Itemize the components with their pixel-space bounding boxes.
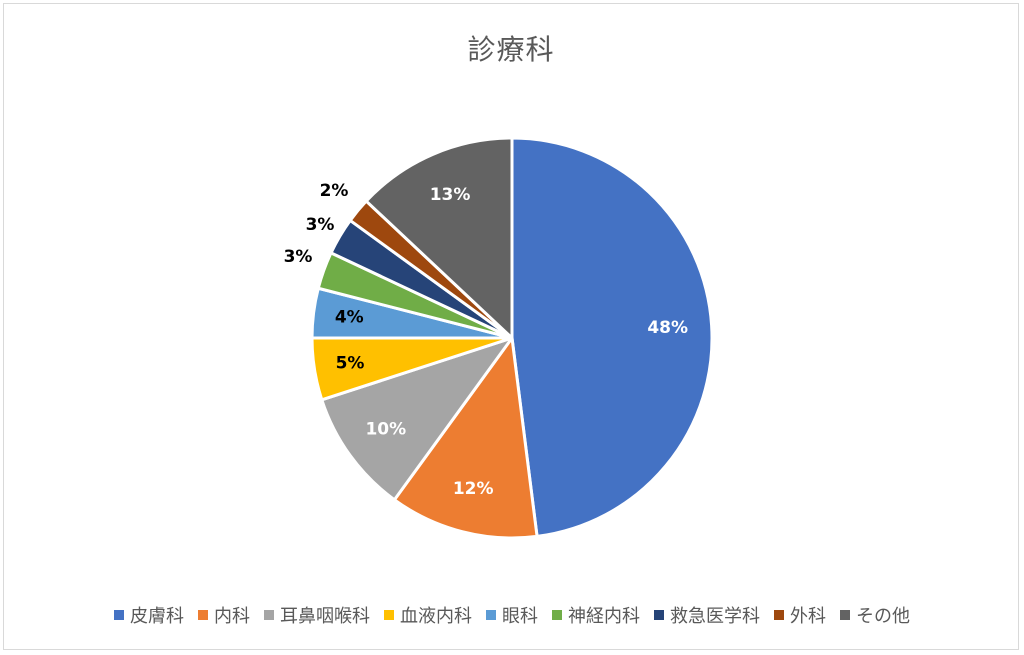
legend-label: 内科 bbox=[214, 606, 250, 627]
data-label-7: 3% bbox=[306, 215, 335, 235]
legend-swatch bbox=[654, 610, 664, 620]
legend-item-1: 皮膚科 bbox=[114, 602, 184, 628]
legend-swatch bbox=[198, 610, 208, 620]
legend-label: 救急医学科 bbox=[670, 606, 760, 627]
legend-label: 神経内科 bbox=[568, 606, 640, 627]
legend-item-8: 外科 bbox=[774, 602, 826, 628]
legend-swatch bbox=[114, 610, 124, 620]
legend-label: 眼科 bbox=[502, 606, 538, 627]
legend-item-6: 神経内科 bbox=[552, 602, 640, 628]
legend-item-5: 眼科 bbox=[486, 602, 538, 628]
data-label-5: 4% bbox=[335, 307, 364, 327]
data-label-6: 3% bbox=[284, 247, 313, 267]
pie-slice-3 bbox=[320, 336, 514, 502]
legend-item-9: その他 bbox=[840, 602, 910, 628]
legend-swatch bbox=[486, 610, 496, 620]
data-label-3: 10% bbox=[365, 420, 406, 440]
legend-swatch bbox=[774, 610, 784, 620]
legend-label: 外科 bbox=[790, 606, 826, 627]
legend-label: その他 bbox=[856, 606, 910, 627]
data-label-9: 13% bbox=[430, 185, 471, 205]
legend-swatch bbox=[840, 610, 850, 620]
data-label-2: 12% bbox=[453, 479, 494, 499]
legend-item-2: 内科 bbox=[198, 602, 250, 628]
legend-item-7: 救急医学科 bbox=[654, 602, 760, 628]
legend-swatch bbox=[264, 610, 274, 620]
legend-label: 耳鼻咽喉科 bbox=[280, 606, 370, 627]
legend-label: 皮膚科 bbox=[130, 606, 184, 627]
data-label-4: 5% bbox=[336, 354, 365, 374]
pie-slice-2 bbox=[392, 336, 539, 540]
data-label-8: 2% bbox=[320, 181, 349, 201]
chart-title: 診療科 bbox=[467, 33, 555, 66]
legend-swatch bbox=[552, 610, 562, 620]
chart-legend: 皮膚科 内科 耳鼻咽喉科 血液内科 眼科 神経内科 救急医学科 外科 その他 bbox=[0, 602, 1024, 628]
pie-slice-1 bbox=[510, 136, 714, 538]
pie-slice-9 bbox=[364, 136, 514, 340]
legend-swatch bbox=[384, 610, 394, 620]
legend-label: 血液内科 bbox=[400, 606, 472, 627]
legend-item-4: 血液内科 bbox=[384, 602, 472, 628]
data-label-1: 48% bbox=[647, 318, 688, 338]
legend-item-3: 耳鼻咽喉科 bbox=[264, 602, 370, 628]
